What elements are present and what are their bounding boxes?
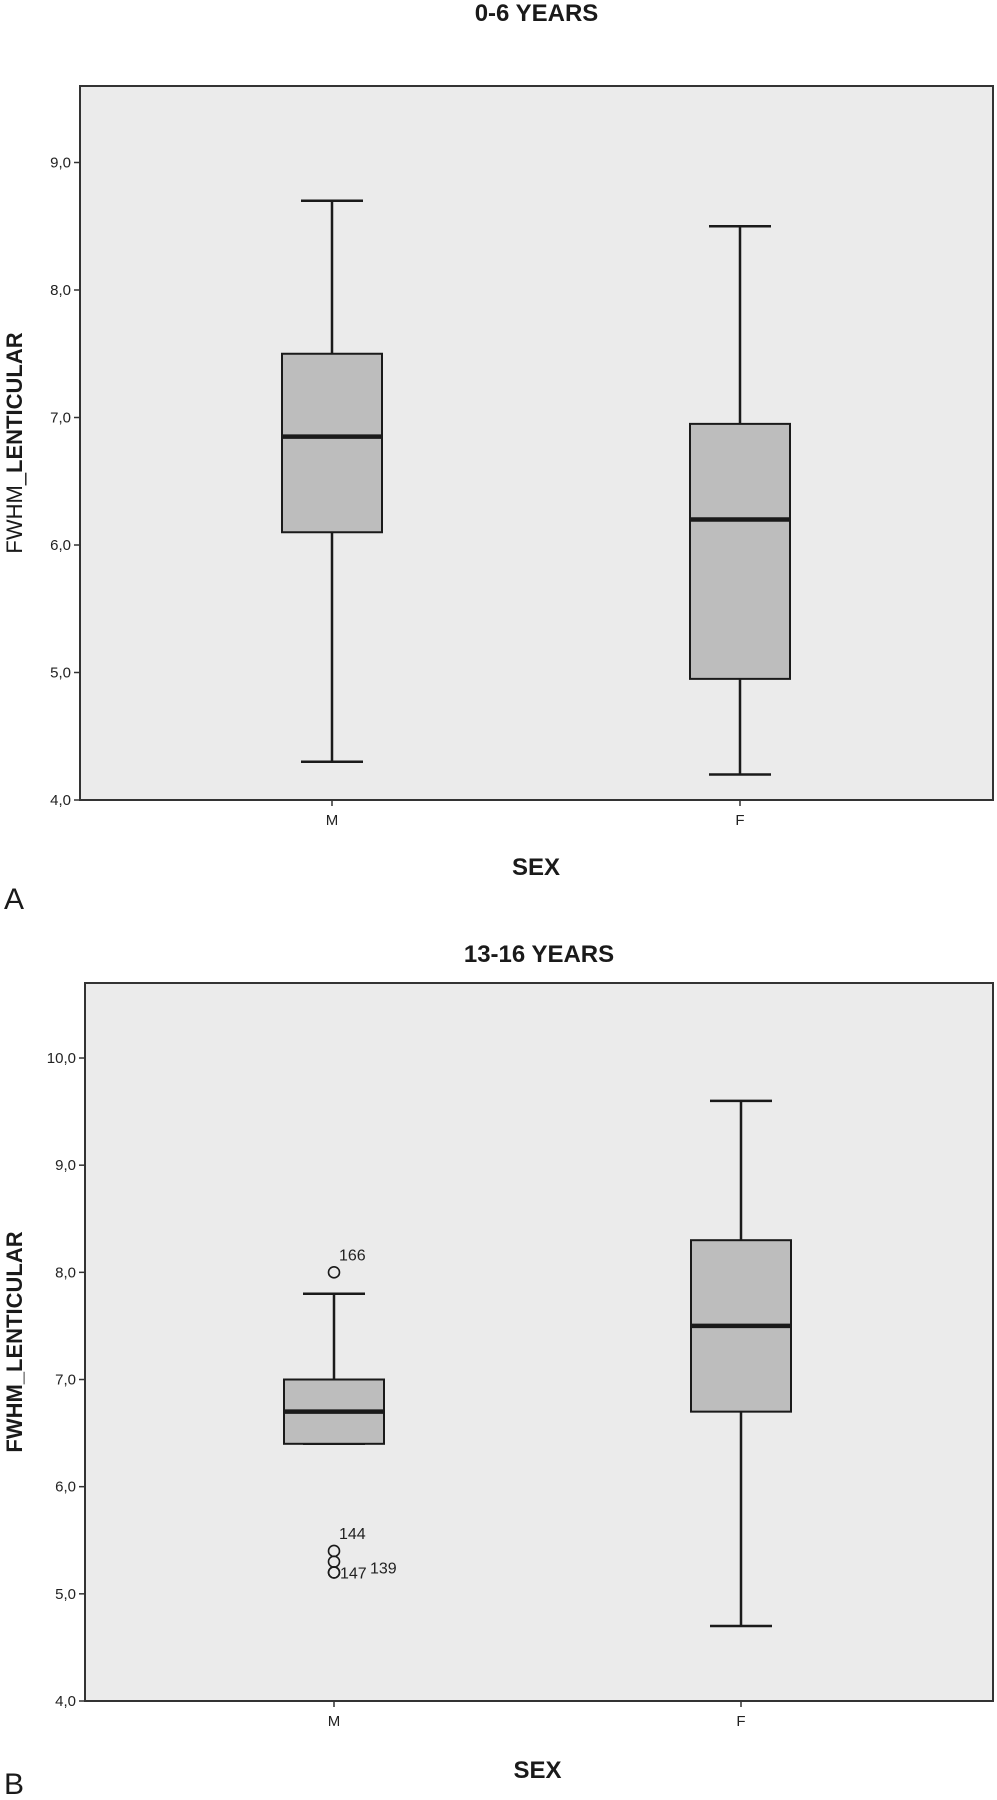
y-tick-label: 8,0 bbox=[50, 282, 71, 299]
outlier-point bbox=[327, 1266, 341, 1279]
y-tick-label: 5,0 bbox=[55, 1586, 76, 1603]
x-tick-label: F bbox=[736, 1713, 745, 1730]
outlier-label: 139 bbox=[370, 1560, 397, 1577]
y-tick-label: 9,0 bbox=[55, 1157, 76, 1174]
outlier-label: 144 bbox=[339, 1526, 366, 1543]
y-tick-label: 4,0 bbox=[50, 792, 71, 809]
x-axis-label: SEX bbox=[512, 854, 560, 881]
panel-label: B bbox=[4, 1768, 24, 1800]
outlier-label: 166 bbox=[339, 1247, 366, 1264]
y-axis-label: FWHM_LENTICULAR bbox=[2, 1231, 27, 1452]
x-tick-label: F bbox=[735, 812, 744, 829]
y-tick-label: 9,0 bbox=[50, 155, 71, 172]
x-axis-label: SEX bbox=[513, 1757, 561, 1784]
y-axis-label-main: LENTICULAR bbox=[2, 332, 27, 473]
y-axis-label: FWHM_LENTICULAR bbox=[2, 332, 27, 553]
y-tick-label: 6,0 bbox=[55, 1479, 76, 1496]
chart-title: 13-16 YEARS bbox=[464, 941, 614, 968]
y-tick-label: 4,0 bbox=[55, 1693, 76, 1710]
box-f: F bbox=[690, 1099, 792, 1730]
box-m: M bbox=[281, 199, 383, 829]
box-m: M 166 144 147 139 bbox=[283, 1247, 397, 1730]
plot-area bbox=[79, 85, 994, 801]
y-tick-label: 5,0 bbox=[50, 665, 71, 682]
y-tick-label: 10,0 bbox=[47, 1050, 76, 1067]
y-tick-label: 6,0 bbox=[50, 537, 71, 554]
x-tick-label: M bbox=[326, 812, 339, 829]
chart-panel-b: 13-16 YEARS 4,0 5,0 6,0 7,0 8,0 9,0 10,0 FWHM_LE… bbox=[2, 941, 994, 1800]
y-axis-label-main: LENTICULAR bbox=[2, 1231, 27, 1372]
iqr-box bbox=[689, 422, 791, 680]
chart-panel-a: 0-6 YEARS 4,0 5,0 6,0 7,0 8,0 9,0 FWHM_LENTICUL… bbox=[2, 0, 994, 916]
y-tick-label: 8,0 bbox=[55, 1264, 76, 1281]
y-tick-label: 7,0 bbox=[55, 1372, 76, 1389]
x-tick-label: M bbox=[328, 1713, 341, 1730]
outlier-point bbox=[327, 1566, 341, 1579]
y-axis-label-prefix: FWHM_ bbox=[2, 472, 27, 553]
panel-label: A bbox=[4, 883, 24, 916]
plot-area bbox=[84, 982, 994, 1702]
outlier-label: 147 bbox=[340, 1565, 367, 1582]
box-f: F bbox=[689, 225, 791, 829]
y-axis-label-prefix: FWHM_ bbox=[2, 1371, 27, 1452]
iqr-box bbox=[281, 352, 383, 534]
y-tick-label: 7,0 bbox=[50, 410, 71, 427]
chart-title: 0-6 YEARS bbox=[475, 0, 599, 27]
